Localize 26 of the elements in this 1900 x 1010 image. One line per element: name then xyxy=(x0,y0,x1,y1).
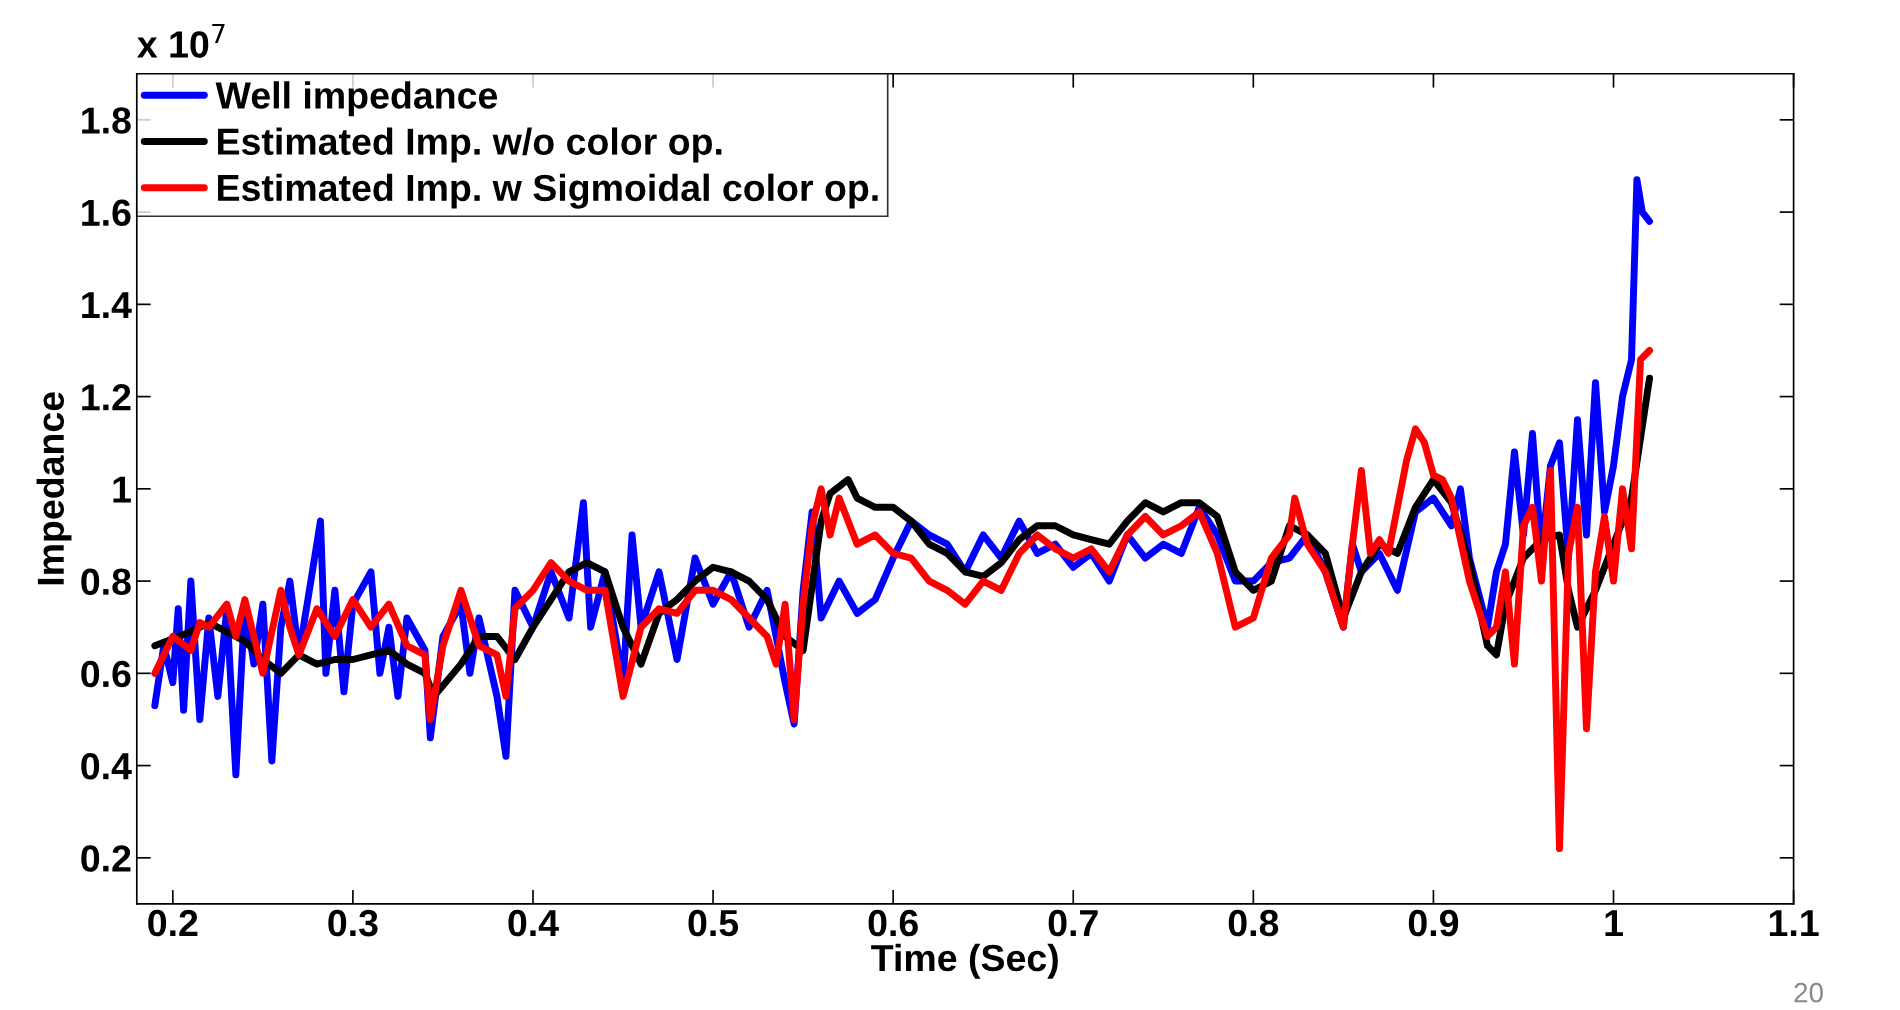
y-tick-label: 1.2 xyxy=(82,384,131,411)
y-tick-label: 1.4 xyxy=(82,292,132,318)
legend-label: Estimated Imp. w Sigmoidal color op. xyxy=(218,173,878,209)
x-tick-label: 0.7 xyxy=(1048,909,1098,937)
x-axis-title: Time (Sec) xyxy=(871,943,1058,979)
y-tick-label: 1.6 xyxy=(82,199,131,227)
y-axis-title: Impedance xyxy=(36,392,72,585)
x-tick-label: 0.2 xyxy=(148,909,198,937)
x-tick-label: 0.9 xyxy=(1408,909,1459,937)
y-tick-label: 0.8 xyxy=(81,568,131,596)
text: x 10$^{7}$ xyxy=(137,23,225,58)
x-tick-label: 0.3 xyxy=(328,909,378,937)
legend-label: Well impedance xyxy=(215,81,498,117)
x-tick-label: 0.6 xyxy=(868,909,918,937)
x-tick-label: 1 xyxy=(1605,910,1623,936)
y-tick-label: 0.4 xyxy=(81,752,132,780)
x-tick-label: 1.1 xyxy=(1769,910,1819,936)
legend-label: Estimated Imp. w/o color op. xyxy=(218,127,722,163)
x-tick-label: 0.4 xyxy=(508,909,559,937)
y-tick-label: 0.2 xyxy=(81,845,131,872)
y-tick-label: 1.8 xyxy=(82,107,131,134)
y-tick-label: 1 xyxy=(113,476,131,503)
x-tick-label: 0.5 xyxy=(688,909,739,937)
text: 20 xyxy=(1794,982,1823,1003)
y-tick-label: 0.6 xyxy=(81,660,131,688)
x-tick-label: 0.8 xyxy=(1228,909,1279,937)
